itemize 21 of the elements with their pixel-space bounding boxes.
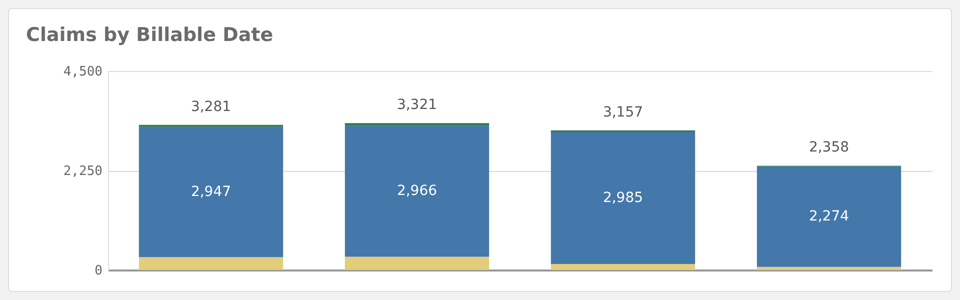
data-label: 2,274: [808, 208, 850, 225]
y-tick-label: 4,500: [63, 64, 102, 80]
bar: [756, 266, 902, 270]
bar: [550, 132, 696, 264]
data-label: 2,985: [602, 190, 644, 206]
data-label: 2,966: [396, 183, 438, 200]
total-label: 3,321: [396, 97, 438, 114]
bar: [550, 264, 696, 270]
bar: [344, 123, 490, 126]
y-tick-label: 2,250: [63, 164, 102, 179]
bar: [138, 257, 284, 270]
total-label: 3,281: [190, 98, 232, 115]
bar: [138, 126, 284, 258]
bar: [344, 126, 490, 257]
total-label: 3,157: [602, 104, 644, 120]
y-tick-label: 0: [94, 264, 102, 278]
data-label: 2,947: [190, 184, 232, 200]
bar: [344, 256, 490, 270]
chart-title: Claims by Billable Date: [26, 24, 274, 46]
total-label: 2,358: [808, 140, 850, 156]
bar: [756, 166, 902, 267]
